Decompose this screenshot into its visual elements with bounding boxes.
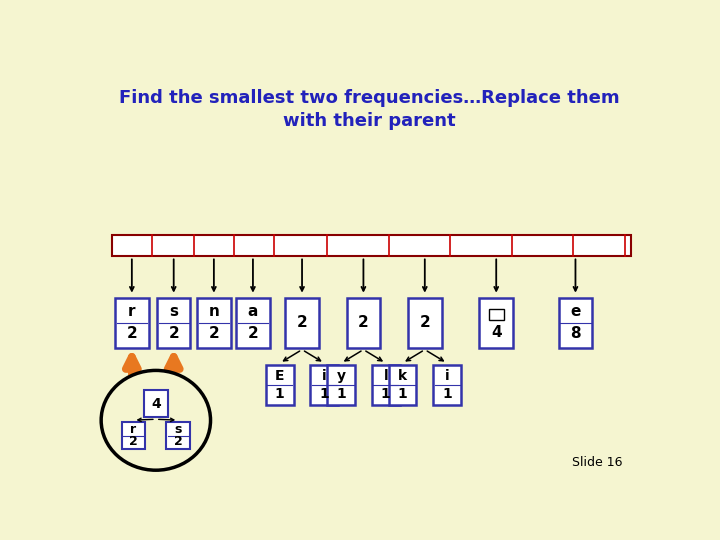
Text: 2: 2 [420, 315, 430, 330]
FancyBboxPatch shape [157, 298, 190, 348]
FancyBboxPatch shape [408, 298, 441, 348]
Text: 1: 1 [442, 387, 452, 401]
FancyBboxPatch shape [389, 365, 416, 404]
FancyBboxPatch shape [115, 298, 148, 348]
Text: n: n [208, 304, 220, 319]
FancyBboxPatch shape [236, 298, 270, 348]
Text: 2: 2 [358, 315, 369, 330]
Text: 1: 1 [397, 387, 408, 401]
Text: Find the smallest two frequencies…Replace them: Find the smallest two frequencies…Replac… [119, 89, 619, 107]
Text: 2: 2 [168, 326, 179, 341]
Text: 2: 2 [174, 435, 183, 448]
FancyBboxPatch shape [310, 365, 338, 404]
FancyBboxPatch shape [197, 298, 230, 348]
Text: 4: 4 [491, 325, 502, 340]
Ellipse shape [101, 370, 210, 470]
Text: E: E [275, 369, 284, 383]
FancyBboxPatch shape [166, 422, 190, 449]
FancyBboxPatch shape [489, 309, 503, 320]
FancyBboxPatch shape [559, 298, 592, 348]
FancyBboxPatch shape [347, 298, 380, 348]
Text: s: s [169, 304, 179, 319]
Text: 8: 8 [570, 326, 581, 341]
FancyBboxPatch shape [122, 422, 145, 449]
FancyBboxPatch shape [433, 365, 461, 404]
Text: y: y [337, 369, 346, 383]
Text: r: r [128, 304, 135, 319]
FancyBboxPatch shape [480, 298, 513, 348]
Text: 1: 1 [336, 387, 346, 401]
Text: l: l [384, 369, 388, 383]
FancyBboxPatch shape [372, 365, 400, 404]
Text: k: k [398, 369, 407, 383]
FancyBboxPatch shape [144, 390, 168, 417]
Text: 2: 2 [248, 326, 258, 341]
FancyBboxPatch shape [112, 235, 631, 256]
FancyBboxPatch shape [285, 298, 319, 348]
Text: r: r [130, 423, 137, 436]
Text: i: i [322, 369, 327, 383]
Text: a: a [248, 304, 258, 319]
FancyBboxPatch shape [327, 365, 355, 404]
Text: 2: 2 [127, 326, 138, 341]
FancyBboxPatch shape [266, 365, 294, 404]
Text: 2: 2 [129, 435, 138, 448]
Text: 1: 1 [320, 387, 329, 401]
Text: e: e [570, 304, 580, 319]
Text: Slide 16: Slide 16 [572, 456, 623, 469]
Text: 2: 2 [209, 326, 220, 341]
Text: 2: 2 [297, 315, 307, 330]
Text: 1: 1 [381, 387, 391, 401]
Text: s: s [174, 423, 182, 436]
Text: 4: 4 [151, 397, 161, 411]
Text: i: i [445, 369, 449, 383]
Text: 1: 1 [275, 387, 284, 401]
Text: with their parent: with their parent [283, 112, 455, 130]
